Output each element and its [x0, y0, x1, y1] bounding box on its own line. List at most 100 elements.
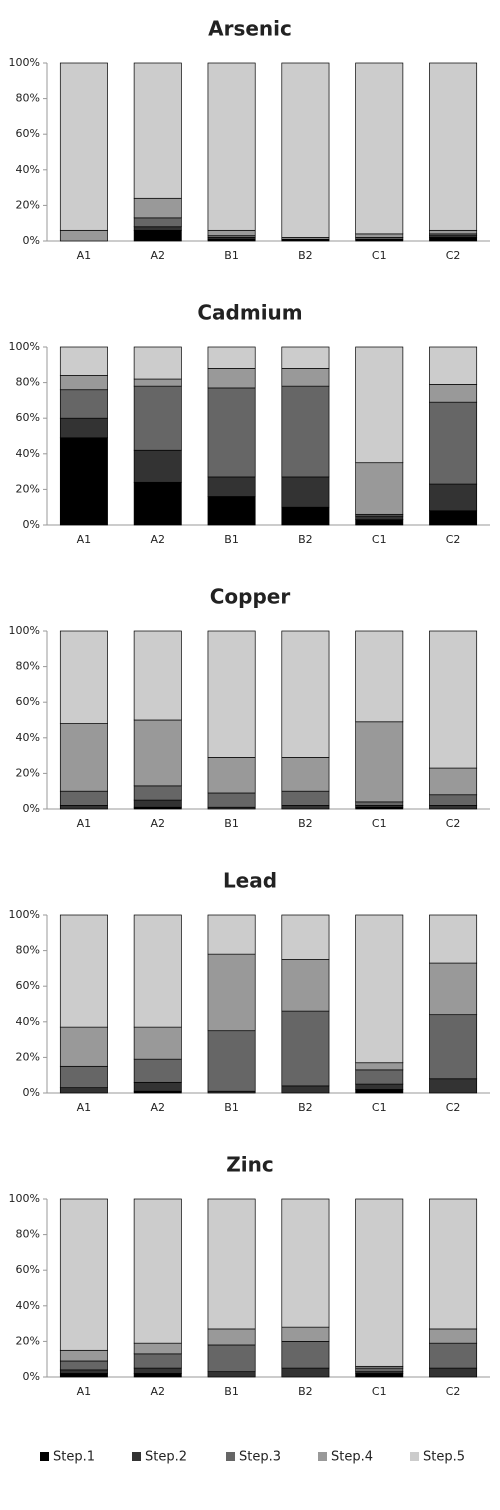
x-tick-label: A2 [150, 817, 165, 830]
bar-segment [207, 1344, 256, 1373]
bar-segment [207, 229, 256, 237]
bar-segment [133, 378, 182, 387]
bar-segment [207, 757, 256, 794]
x-tick-label: A2 [150, 1385, 165, 1398]
bar-segment [133, 197, 182, 219]
chart-title: Lead [223, 869, 277, 893]
x-tick-label: A1 [77, 1385, 92, 1398]
x-tick-label: B2 [298, 533, 313, 546]
y-tick-label: 40% [16, 163, 40, 176]
bar-segment [355, 1367, 404, 1373]
chart-title: Copper [210, 585, 291, 609]
y-tick-label: 80% [16, 944, 40, 957]
chart-title: Arsenic [208, 17, 292, 41]
bar-segment [59, 805, 108, 810]
bar-segment [429, 237, 478, 242]
x-tick-label: C2 [446, 533, 461, 546]
bar-segment [429, 1367, 478, 1378]
bar-segment [281, 368, 330, 387]
bar-segment [133, 229, 182, 242]
bar-segment [281, 506, 330, 526]
chart-title: Cadmium [197, 301, 302, 325]
bar-segment [281, 757, 330, 792]
x-tick-label: C1 [372, 533, 387, 546]
legend-swatch [40, 1452, 49, 1461]
x-tick-label: A1 [77, 249, 92, 262]
bar-segment [59, 630, 108, 724]
y-tick-label: 80% [16, 1228, 40, 1241]
y-tick-label: 60% [16, 411, 40, 424]
bar-segment [133, 449, 182, 483]
bar-segment [59, 346, 108, 376]
x-tick-label: B2 [298, 817, 313, 830]
y-tick-label: 20% [16, 1050, 40, 1063]
y-tick-label: 20% [16, 198, 40, 211]
bar-segment [133, 799, 182, 808]
bar-segment [429, 483, 478, 512]
bar-segment [355, 1083, 404, 1090]
bar-segment [429, 805, 478, 810]
y-tick-label: 80% [16, 92, 40, 105]
bar-segment [355, 1198, 404, 1367]
legend-label: Step.5 [423, 1450, 465, 1465]
y-tick-label: 80% [16, 376, 40, 389]
y-tick-label: 60% [16, 1263, 40, 1276]
x-tick-label: A1 [77, 1101, 92, 1114]
bar-segment [133, 1373, 182, 1378]
bar-segment [429, 229, 478, 235]
y-tick-label: 100% [9, 340, 40, 353]
bar-segment [281, 1326, 330, 1342]
x-tick-label: B1 [224, 249, 239, 262]
bar-segment [429, 62, 478, 231]
bar-segment [207, 1198, 256, 1330]
bar-segment [207, 953, 256, 1032]
bar-segment [207, 62, 256, 231]
bar-segment [207, 368, 256, 389]
bar-segment [281, 62, 330, 238]
bar-segment [281, 1367, 330, 1378]
y-tick-label: 100% [9, 56, 40, 69]
bar-segment [429, 914, 478, 964]
y-tick-label: 60% [16, 979, 40, 992]
bar-segment [133, 62, 182, 199]
bar-segment [59, 375, 108, 391]
bar-segment [355, 801, 404, 806]
bar-segment [59, 1065, 108, 1089]
legend-swatch [226, 1452, 235, 1461]
y-tick-label: 0% [23, 1086, 40, 1099]
bar-segment [355, 721, 404, 803]
bar-segment [133, 914, 182, 1028]
bar-segment [59, 790, 108, 806]
legend-swatch [318, 1452, 327, 1461]
bar-segment [133, 630, 182, 721]
bar-segment [429, 962, 478, 1016]
legend-swatch [132, 1452, 141, 1461]
x-tick-label: B1 [224, 817, 239, 830]
bar-segment [59, 1369, 108, 1374]
bar-segment [207, 346, 256, 369]
bar-segment [207, 1030, 256, 1092]
bar-segment [429, 1198, 478, 1330]
bar-segment [429, 1078, 478, 1094]
bar-segment [355, 630, 404, 723]
x-tick-label: A1 [77, 533, 92, 546]
y-tick-label: 60% [16, 127, 40, 140]
bar-segment [59, 62, 108, 231]
x-tick-label: C1 [372, 1385, 387, 1398]
x-tick-label: C2 [446, 1385, 461, 1398]
bar-segment [133, 226, 182, 231]
bar-segment [355, 346, 404, 464]
bar-segment [355, 1373, 404, 1378]
bar-segment [355, 462, 404, 515]
y-tick-label: 20% [16, 1334, 40, 1347]
legend-label: Step.4 [331, 1450, 373, 1465]
bar-segment [59, 417, 108, 439]
bar-segment [281, 346, 330, 369]
y-tick-label: 100% [9, 908, 40, 921]
bar-segment [59, 723, 108, 792]
bar-segment [133, 1198, 182, 1344]
y-tick-label: 100% [9, 1192, 40, 1205]
bar-segment [133, 481, 182, 526]
x-tick-label: C2 [446, 249, 461, 262]
